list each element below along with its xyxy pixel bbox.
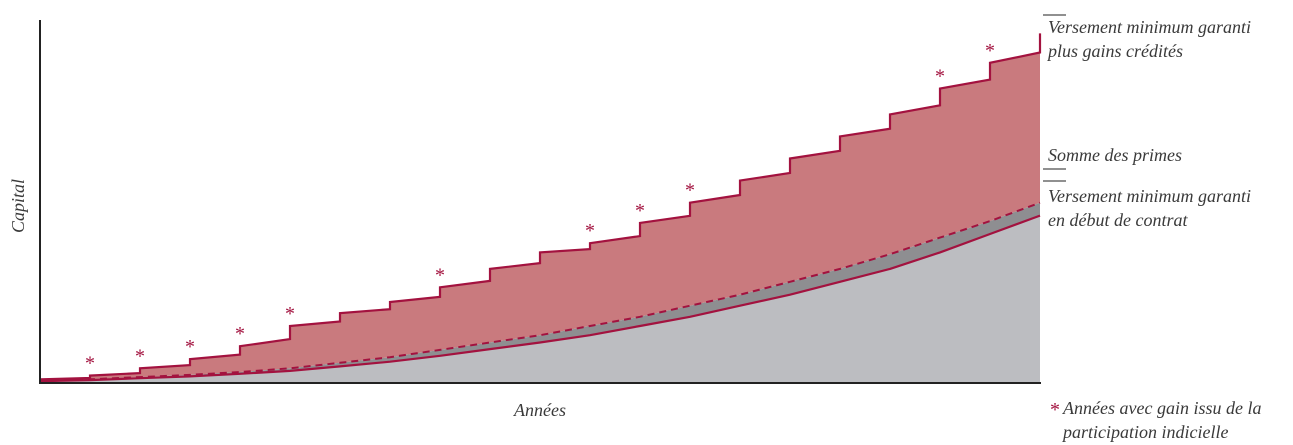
gain-year-marker: *	[85, 353, 95, 375]
credited-gains-label: plus gains crédités	[1046, 41, 1183, 61]
premium-sum-line	[39, 201, 1041, 383]
gain-year-marker: *	[185, 336, 195, 358]
guaranteed-line	[39, 214, 1041, 383]
gain-area	[40, 33, 1040, 382]
gain-markers: * * * * * * * * * * *	[85, 40, 995, 375]
guaranteed-label: Versement minimum garanti	[1048, 186, 1251, 206]
gain-year-marker: *	[235, 323, 245, 345]
series-labels: Versement minimum garanti plus gains créd…	[1043, 14, 1261, 442]
guaranteed-area	[40, 215, 1040, 383]
gain-year-marker: *	[135, 345, 145, 367]
credited-gains-line	[39, 33, 1042, 381]
chart-lines	[39, 33, 1042, 383]
gain-year-marker: *	[985, 40, 995, 62]
footnote-marker: *	[1050, 399, 1060, 421]
gain-year-marker: *	[635, 200, 645, 222]
gain-year-marker: *	[435, 264, 445, 286]
footnote-text: participation indicielle	[1061, 422, 1228, 442]
gain-year-marker: *	[935, 66, 945, 88]
premium-sum-label: Somme des primes	[1048, 145, 1182, 165]
gain-year-marker: *	[685, 180, 695, 202]
guaranteed-label: en début de contrat	[1048, 210, 1188, 230]
gain-year-marker: *	[285, 303, 295, 325]
x-axis-label: Années	[513, 400, 566, 420]
footnote-text: Années avec gain issu de la	[1062, 398, 1261, 418]
chart-areas	[40, 33, 1040, 383]
gain-year-marker: *	[585, 220, 595, 242]
credited-gains-label: Versement minimum garanti	[1048, 17, 1251, 37]
y-axis-label: Capital	[8, 179, 28, 233]
